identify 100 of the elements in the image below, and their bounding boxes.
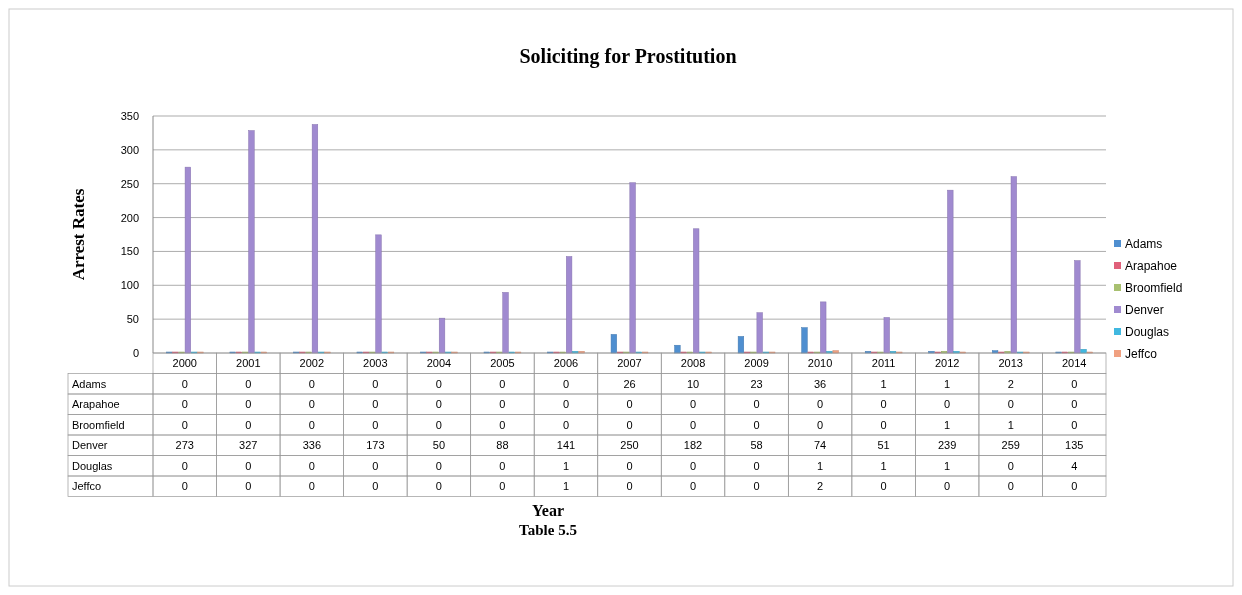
y-tick-label: 300: [120, 143, 139, 156]
data-label: 0: [1007, 398, 1014, 410]
data-label: 0: [753, 398, 760, 410]
data-label: 0: [181, 480, 188, 492]
data-label: 0: [944, 480, 951, 492]
y-axis-title: Arrest Rates: [69, 188, 88, 281]
data-label: 182: [683, 439, 703, 451]
data-label: 0: [499, 459, 506, 472]
data-label: 0: [626, 398, 633, 410]
y-tick-label: 200: [120, 211, 139, 224]
data-label: 36: [813, 377, 827, 390]
data-label: 0: [817, 398, 824, 410]
data-label: 50: [432, 439, 446, 451]
data-label: 0: [1007, 459, 1014, 472]
data-label: 0: [245, 459, 252, 472]
text: Douglas: [72, 459, 113, 472]
data-label: 1: [1007, 418, 1014, 431]
data-label: 0: [562, 398, 570, 410]
y-tick-label: 150: [120, 245, 139, 258]
data-label: 0: [753, 418, 760, 431]
data-label: 1: [562, 459, 570, 472]
data-label: 273: [175, 439, 194, 451]
data-label: 0: [308, 480, 315, 492]
legend-label: Arapahoe: [1125, 259, 1178, 273]
text: Denver: [72, 439, 108, 451]
data-label: 0: [562, 418, 570, 431]
x-tick-label: 2009: [744, 357, 769, 369]
text: Arapahoe: [72, 398, 120, 410]
data-label: 327: [239, 439, 258, 451]
data-label: 0: [372, 480, 379, 492]
data-label: 0: [1007, 480, 1014, 492]
data-label: 0: [308, 459, 315, 472]
data-label: 0: [499, 418, 506, 431]
data-label: 10: [686, 377, 700, 390]
legend-label: Denver: [1125, 303, 1164, 317]
data-label: 250: [620, 439, 639, 451]
y-tick-label: 0: [132, 347, 139, 359]
data-label: 0: [181, 459, 188, 472]
data-label: 88: [496, 439, 509, 451]
data-label: 0: [689, 398, 697, 410]
data-label: 1: [817, 459, 824, 472]
data-label: 0: [435, 418, 442, 431]
x-tick-label: 2014: [1061, 357, 1087, 369]
data-label: 0: [1071, 377, 1078, 390]
x-tick-label: 2000: [172, 357, 198, 369]
data-label: 0: [1071, 480, 1078, 492]
data-label: 0: [245, 377, 252, 390]
data-label: 0: [245, 480, 252, 492]
data-label: 0: [435, 377, 442, 390]
data-label: 0: [372, 377, 379, 390]
data-label: 2: [1007, 377, 1014, 390]
data-label: 0: [689, 480, 697, 492]
x-tick-label: 2001: [236, 357, 261, 369]
data-label: 0: [499, 398, 506, 410]
data-label: 0: [626, 480, 633, 492]
data-label: 26: [623, 377, 636, 390]
x-tick-label: 2004: [426, 357, 452, 369]
caption: Table 5.5: [519, 522, 577, 538]
data-label: 0: [435, 480, 442, 492]
data-label: 1: [944, 459, 951, 472]
data-label: 74: [813, 439, 827, 451]
data-label: 141: [556, 439, 576, 451]
y-tick-label: 250: [120, 177, 139, 190]
data-label: 0: [753, 459, 760, 472]
data-label: 0: [753, 480, 760, 492]
data-label: 0: [944, 398, 951, 410]
data-label: 0: [880, 418, 887, 431]
x-tick-label: 2013: [998, 357, 1023, 369]
legend-label: Broomfield: [1125, 281, 1183, 295]
data-label: 1: [944, 418, 951, 431]
data-label: 23: [750, 377, 763, 390]
legend-label: Douglas: [1125, 325, 1170, 339]
text: Adams: [72, 377, 107, 390]
y-tick-label: 100: [120, 279, 139, 292]
x-tick-label: 2012: [934, 357, 960, 369]
data-label: 51: [877, 439, 890, 451]
data-label: 0: [245, 418, 252, 431]
data-label: 135: [1065, 439, 1084, 451]
data-label: 0: [372, 459, 379, 472]
data-label: 0: [435, 459, 442, 472]
data-label: 0: [626, 459, 633, 472]
chart-title: Soliciting for Prostitution: [519, 45, 737, 68]
data-label: 1: [562, 480, 570, 492]
x-tick-label: 2007: [617, 357, 642, 369]
data-label: 0: [372, 418, 379, 431]
x-tick-label: 2011: [871, 357, 896, 369]
data-label: 336: [302, 439, 322, 451]
x-tick-label: 2010: [807, 357, 833, 369]
x-tick-label: 2002: [299, 357, 325, 369]
text: Jeffco: [72, 480, 102, 492]
data-label: 2: [817, 480, 824, 492]
data-label: 0: [372, 398, 379, 410]
data-label: 259: [1001, 439, 1020, 451]
legend-label: Jeffco: [1125, 347, 1158, 361]
data-label: 0: [499, 480, 506, 492]
data-label: 0: [308, 398, 315, 410]
data-label: 0: [817, 418, 824, 431]
data-label: 0: [245, 398, 252, 410]
data-label: 0: [499, 377, 506, 390]
text: Year: [532, 502, 564, 519]
